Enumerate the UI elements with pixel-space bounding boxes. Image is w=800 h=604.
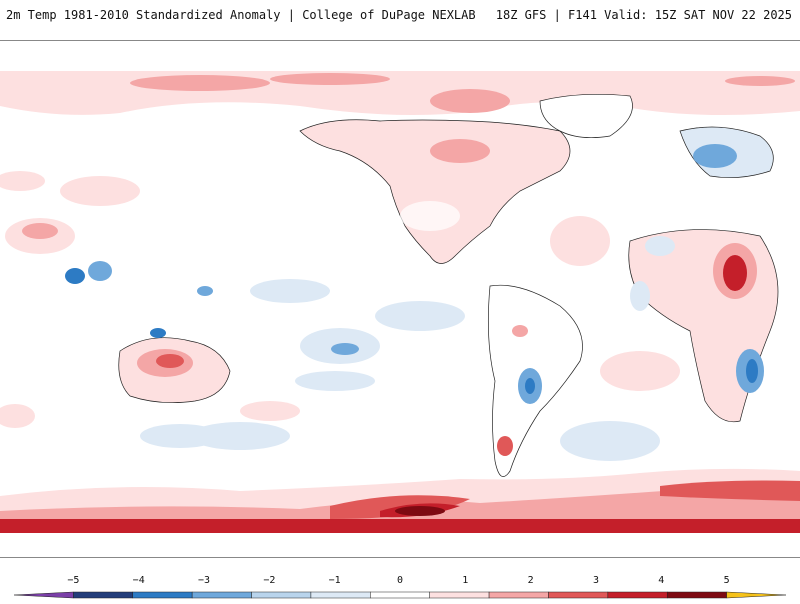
australia-warm-anomaly	[118, 328, 231, 404]
colorbar-tick-label: 0	[397, 575, 403, 586]
antarctic-anomalies	[0, 468, 800, 557]
colorbar-tick-label: 5	[724, 575, 730, 586]
colorbar-segment	[726, 591, 787, 599]
europe-africa-anomalies	[628, 126, 779, 423]
anomaly-map	[0, 41, 800, 557]
colorbar-tick-label: 4	[658, 575, 664, 586]
colorbar-segment	[666, 591, 727, 599]
colorbar-segment	[132, 591, 193, 599]
colorbar-segment	[429, 591, 490, 599]
colorbar-segment	[488, 591, 549, 599]
ocean-misc-anomalies	[0, 216, 680, 461]
colorbar-tick-label: −1	[329, 575, 341, 586]
colorbar-segment	[73, 591, 134, 599]
colorbar-tick-label: −3	[198, 575, 210, 586]
map-panel	[0, 40, 800, 558]
colorbar-segment	[370, 591, 430, 599]
colorbar-tick-label: 2	[528, 575, 534, 586]
map-header: 2m Temp 1981-2010 Standardized Anomaly |…	[0, 0, 800, 40]
map-title: 2m Temp 1981-2010 Standardized Anomaly |…	[6, 8, 476, 22]
pacific-cool-anomalies	[140, 279, 465, 450]
model-run-valid-time: 18Z GFS | F141 Valid: 15Z SAT NOV 22 202…	[495, 8, 792, 22]
colorbar-scale: −5 −4 −3 −2 −1 0 1 2 3 4 5	[13, 575, 787, 599]
colorbar-tick-label: −4	[133, 575, 145, 586]
colorbar-segment	[191, 591, 252, 599]
colorbar-tick-label: −5	[67, 575, 79, 586]
colorbar-tick-label: 3	[593, 575, 599, 586]
colorbar-segment	[13, 591, 74, 599]
colorbar-segment	[548, 591, 609, 599]
north-america-landmass	[299, 119, 571, 264]
colorbar-tick-label: −2	[263, 575, 275, 586]
colorbar-segment	[607, 591, 668, 599]
south-america-landmass	[488, 284, 583, 477]
greenland-landmass	[539, 94, 633, 138]
asia-anomalies	[0, 171, 140, 284]
colorbar-segment	[310, 591, 371, 599]
arctic-warm-anomalies	[0, 71, 800, 115]
colorbar-tick-label: 1	[462, 575, 468, 586]
colorbar-segment	[251, 591, 312, 599]
colorbar: −5 −4 −3 −2 −1 0 1 2 3 4 5	[0, 560, 800, 600]
